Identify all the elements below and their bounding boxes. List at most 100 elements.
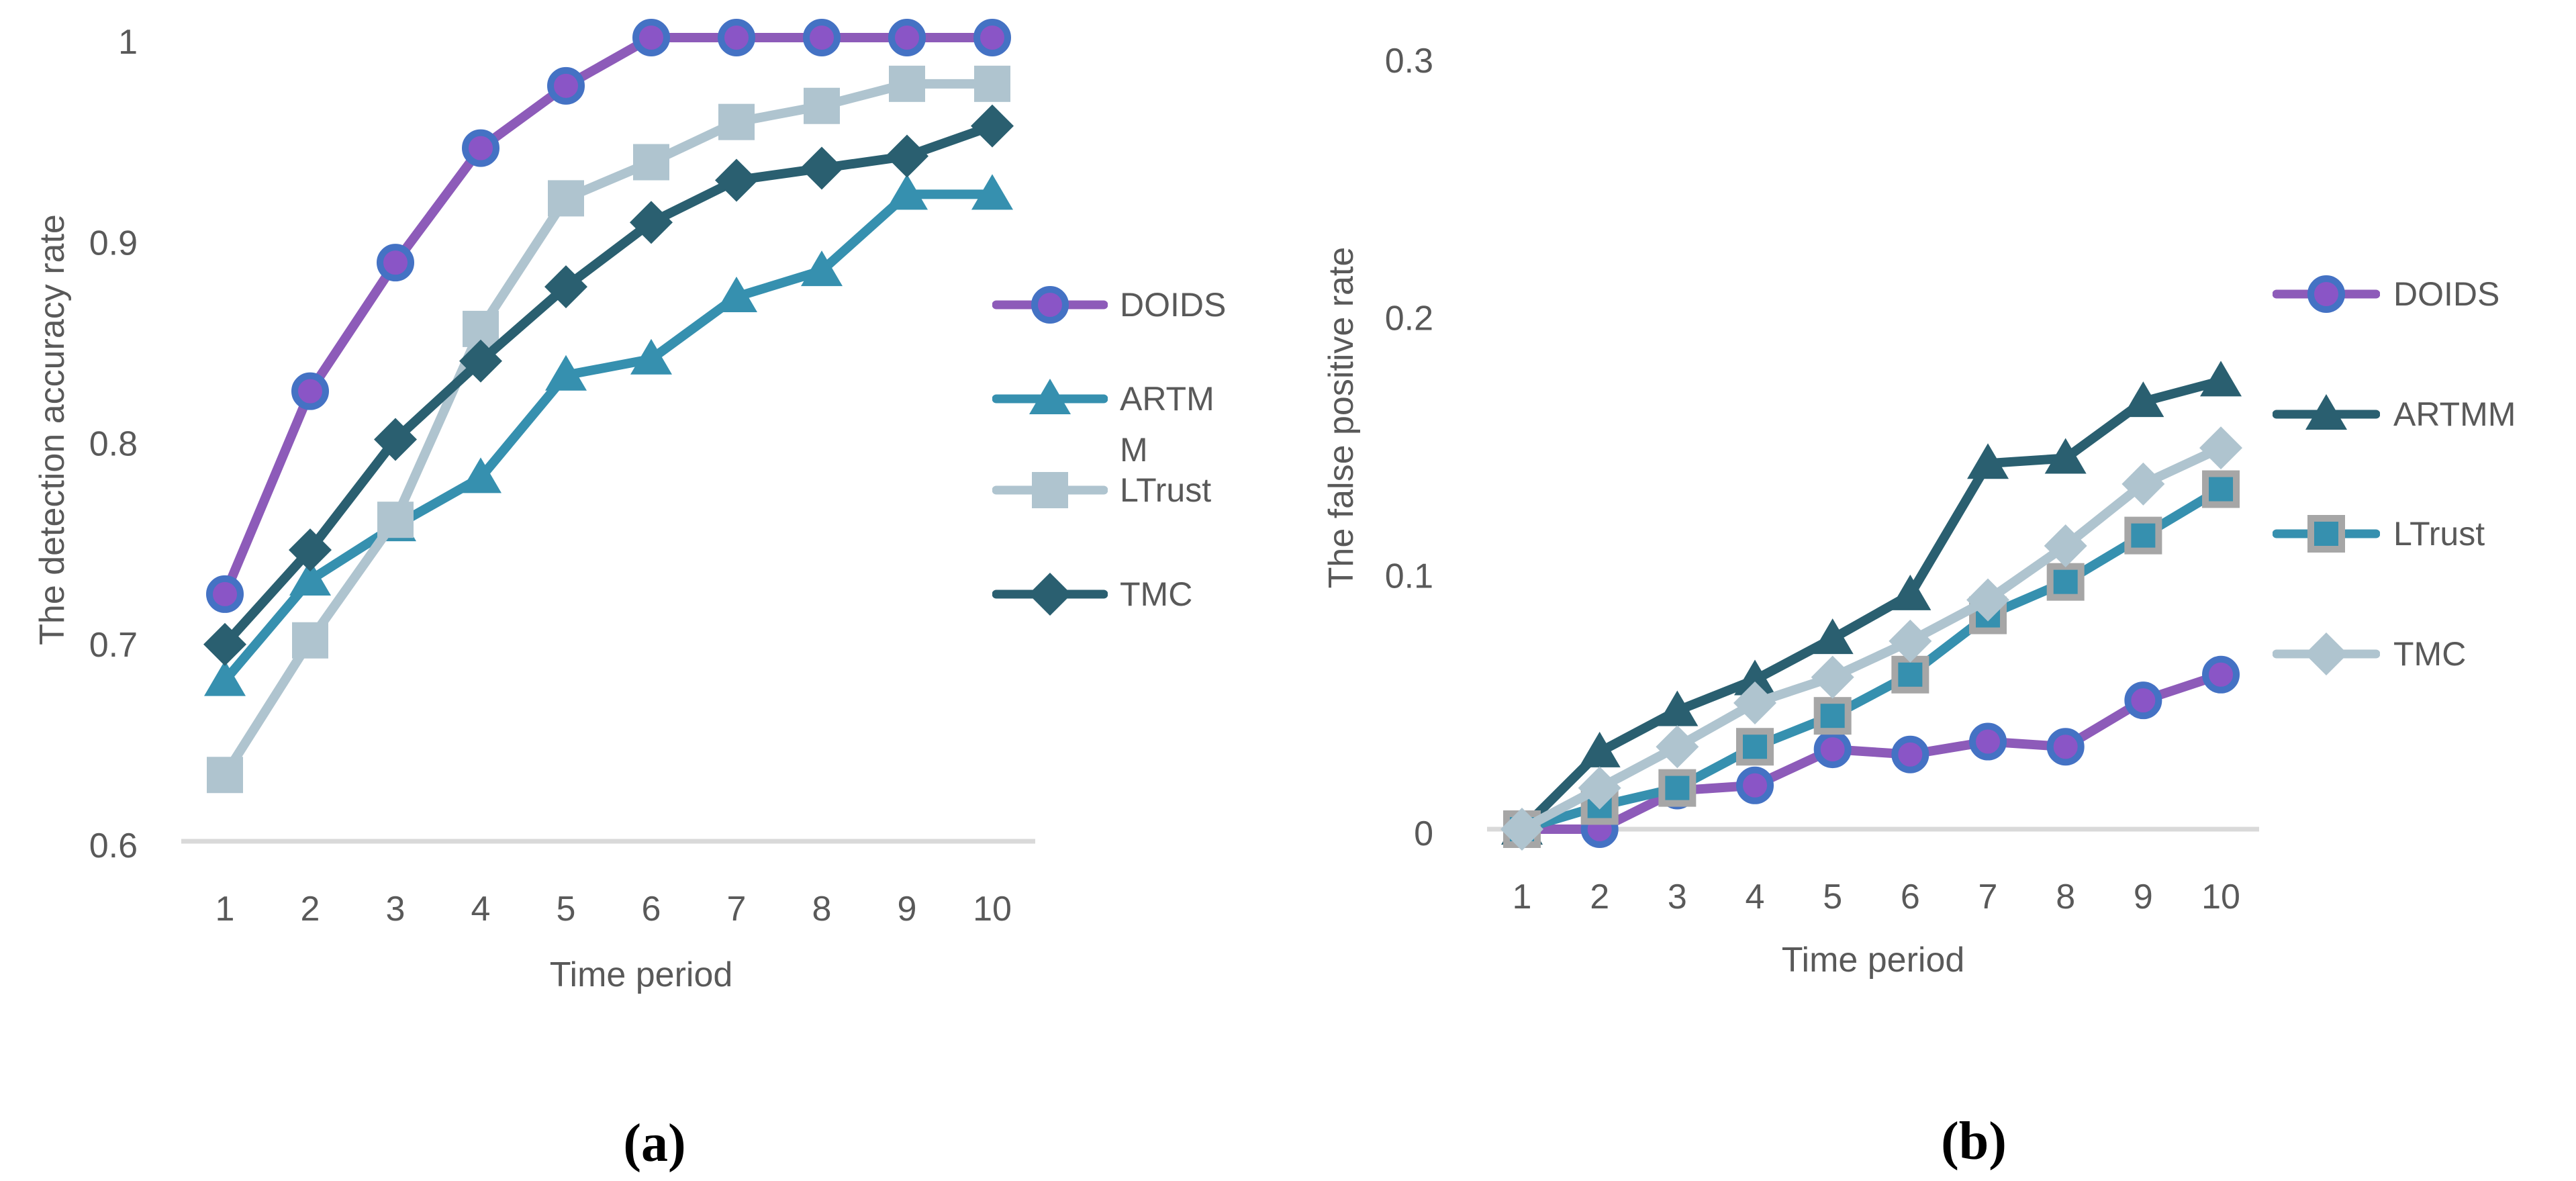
- legend-marker-sample: [2305, 632, 2348, 675]
- legend-item-TMC: TMC: [992, 569, 1235, 620]
- series-TMC-marker: [544, 265, 587, 309]
- series-ARTMM-marker: [1734, 659, 1776, 696]
- legend-item-TMC: TMC: [2273, 628, 2571, 679]
- series-TMC-marker: [1578, 766, 1621, 810]
- legend-marker-sample: [1029, 573, 1071, 616]
- y-tick-label: 0.6: [89, 826, 138, 865]
- series-LTrust-marker: [718, 103, 755, 140]
- series-TMC-marker: [1656, 725, 1699, 769]
- series-LTrust-marker: [2046, 563, 2085, 601]
- x-tick-label: 5: [557, 890, 576, 929]
- series-LTrust-marker: [1813, 697, 1852, 735]
- series-DOIDS-marker: [1813, 730, 1852, 769]
- series-ARTMM-marker: [2122, 381, 2164, 418]
- series-ARTMM-marker: [1811, 618, 1854, 655]
- square-legend-marker-icon: [992, 472, 1108, 508]
- x-tick-label: 7: [1978, 878, 1998, 916]
- x-tick-label: 9: [898, 890, 917, 929]
- series-TMC-marker: [203, 622, 246, 666]
- series-TMC: [203, 104, 1014, 666]
- series-DOIDS-marker: [888, 19, 926, 56]
- triangle-legend-marker-icon: [2273, 394, 2380, 430]
- legend-marker-sample: [1029, 379, 1071, 414]
- series-DOIDS-marker: [377, 244, 414, 282]
- x-tick-label: 8: [812, 890, 832, 929]
- x-tick-label: 4: [1746, 878, 1765, 916]
- x-tick-label: 3: [1668, 878, 1687, 916]
- series-DOIDS-marker: [206, 575, 244, 613]
- y-tick-label: 0: [1414, 814, 1433, 853]
- legend-item-ARTMM: ARTMM: [2273, 389, 2571, 440]
- series-ARTMM-marker: [886, 174, 928, 210]
- series-TMC-marker: [289, 528, 332, 572]
- series-LTrust: [207, 65, 1010, 794]
- circle-legend-marker-icon: [2273, 275, 2380, 313]
- series-LTrust-line: [1517, 484, 2226, 834]
- legend-label-ARTMM: ARTMM: [1120, 380, 1214, 469]
- series-TMC-marker: [1811, 655, 1854, 699]
- x-tick-label: 2: [1590, 878, 1609, 916]
- x-tick-label: 10: [2201, 878, 2240, 916]
- series-ARTMM: [204, 174, 1013, 696]
- series-ARTMM-marker: [2200, 361, 2242, 397]
- legend-item-LTrust: LTrust: [2273, 508, 2571, 559]
- series-ARTMM: [1501, 361, 2242, 845]
- y-tick-label: 0.3: [1385, 42, 1433, 81]
- y-tick-label: 1: [118, 23, 138, 62]
- legend-label-LTrust: LTrust: [2393, 515, 2485, 553]
- y-tick-label: 0.8: [89, 425, 138, 464]
- series-LTrust-marker: [633, 144, 669, 181]
- x-axis-title-left: Time period: [549, 955, 733, 994]
- legend-label-LTrust: LTrust: [1120, 471, 1212, 509]
- series-DOIDS-line: [1517, 669, 2226, 834]
- x-tick-label: 2: [301, 890, 320, 929]
- series-ARTMM-marker: [460, 457, 502, 493]
- diamond-legend-marker-icon: [2273, 632, 2380, 675]
- series-DOIDS-marker: [973, 19, 1011, 56]
- series-LTrust-marker: [1891, 655, 1929, 694]
- diamond-legend-marker-icon: [992, 573, 1108, 616]
- series-ARTMM-marker: [1578, 731, 1621, 767]
- x-tick-label: 1: [1513, 878, 1532, 916]
- series-ARTMM-line: [220, 189, 997, 686]
- series-LTrust-marker: [2202, 470, 2240, 508]
- x-axis-title-right: Time period: [1781, 941, 1965, 980]
- series-DOIDS-marker: [803, 19, 841, 56]
- series-TMC-marker: [971, 104, 1014, 148]
- panel-caption-b: (b): [1941, 1112, 2007, 1171]
- series-DOIDS-marker: [1969, 722, 2007, 761]
- series-TMC-marker: [1889, 619, 1932, 663]
- series-LTrust-marker: [548, 180, 584, 217]
- series-TMC-marker: [886, 134, 928, 178]
- series-TMC-line: [220, 121, 997, 649]
- x-tick-label: 6: [1901, 878, 1920, 916]
- series-TMC-marker: [374, 418, 417, 461]
- x-tick-label: 9: [2134, 878, 2153, 916]
- series-ARTMM-marker: [801, 250, 843, 287]
- legend-marker-sample: [2307, 275, 2345, 313]
- series-TMC-marker: [2121, 462, 2165, 506]
- series-TMC-marker: [459, 339, 502, 383]
- legend-item-ARTMM: ARTMM: [992, 373, 1235, 475]
- legend-label-TMC: TMC: [2393, 635, 2467, 673]
- series-DOIDS-marker: [291, 372, 329, 410]
- series-ARTMM-marker: [1967, 443, 2009, 479]
- legend-marker-sample: [2307, 515, 2345, 553]
- y-axis-title-right: The false positive rate: [1322, 246, 1361, 589]
- series-LTrust-marker: [974, 65, 1010, 102]
- series-ARTMM-marker: [204, 660, 246, 696]
- series-ARTMM-marker: [971, 174, 1013, 210]
- series-ARTMM-marker: [630, 338, 672, 375]
- series-LTrust-marker: [207, 757, 243, 794]
- series-TMC: [1500, 426, 2243, 851]
- series-TMC-marker: [715, 158, 758, 202]
- legend-item-DOIDS: DOIDS: [2273, 269, 2571, 320]
- series-LTrust-line: [220, 79, 997, 780]
- series-TMC-marker: [2199, 426, 2243, 470]
- x-tick-label: 3: [386, 890, 406, 929]
- series-ARTMM-marker: [716, 277, 757, 313]
- series-DOIDS-marker: [462, 129, 499, 167]
- circle-legend-marker-icon: [992, 286, 1108, 324]
